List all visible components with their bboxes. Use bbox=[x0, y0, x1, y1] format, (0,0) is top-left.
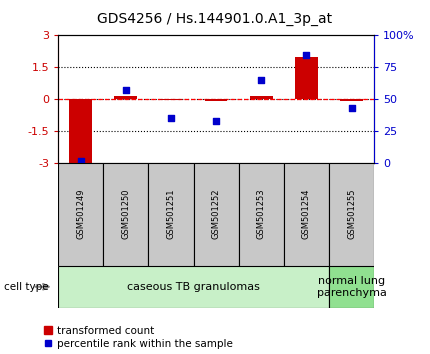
Text: GSM501254: GSM501254 bbox=[302, 189, 311, 239]
Text: normal lung
parenchyma: normal lung parenchyma bbox=[316, 276, 387, 298]
Bar bbox=[205, 99, 227, 101]
Text: GSM501250: GSM501250 bbox=[121, 189, 130, 239]
Bar bbox=[239, 163, 284, 266]
Text: GSM501252: GSM501252 bbox=[212, 189, 221, 239]
Text: cell type: cell type bbox=[4, 282, 49, 292]
Bar bbox=[340, 99, 363, 101]
Bar bbox=[284, 163, 329, 266]
Bar bbox=[148, 163, 194, 266]
Bar bbox=[329, 266, 374, 308]
Bar bbox=[103, 163, 148, 266]
Legend: transformed count, percentile rank within the sample: transformed count, percentile rank withi… bbox=[44, 326, 233, 349]
Point bbox=[168, 115, 175, 121]
Bar bbox=[194, 163, 239, 266]
Text: caseous TB granulomas: caseous TB granulomas bbox=[127, 282, 260, 292]
Point bbox=[258, 77, 265, 83]
Bar bbox=[58, 163, 103, 266]
Point bbox=[122, 87, 129, 93]
Point bbox=[77, 158, 84, 164]
Bar bbox=[329, 163, 374, 266]
Bar bbox=[295, 57, 318, 99]
Bar bbox=[58, 266, 329, 308]
Point bbox=[303, 52, 310, 57]
Bar bbox=[160, 99, 182, 100]
Text: GSM501249: GSM501249 bbox=[76, 189, 85, 239]
Text: GSM501255: GSM501255 bbox=[347, 189, 356, 239]
Point bbox=[212, 118, 219, 124]
Bar bbox=[250, 96, 273, 99]
Bar bbox=[69, 99, 92, 163]
Text: GSM501253: GSM501253 bbox=[257, 189, 266, 240]
Bar bbox=[114, 96, 137, 99]
Text: GSM501251: GSM501251 bbox=[166, 189, 175, 239]
Point bbox=[348, 105, 355, 111]
Text: GDS4256 / Hs.144901.0.A1_3p_at: GDS4256 / Hs.144901.0.A1_3p_at bbox=[98, 12, 332, 27]
